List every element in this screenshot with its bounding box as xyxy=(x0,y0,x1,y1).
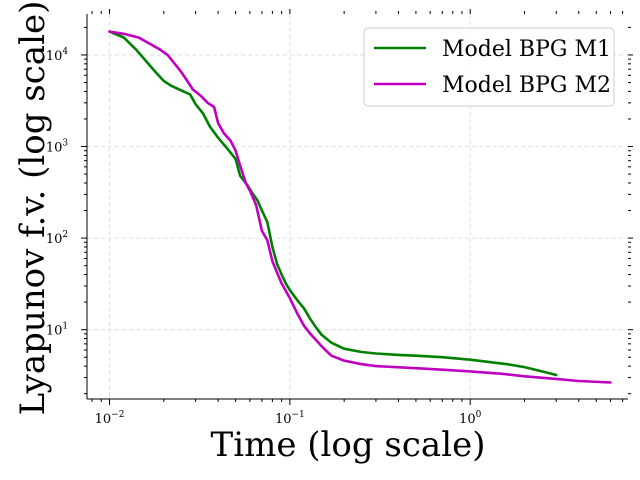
series-lines xyxy=(108,30,612,384)
y-axis-label: Lyapunov f.v. (log scale) xyxy=(13,1,53,416)
ticks: 10−2 10−1 100 101 102 103 104 xyxy=(46,9,633,427)
series-line-model-bpg-m1 xyxy=(108,30,558,377)
x-tick-label: 10−1 xyxy=(275,410,305,427)
legend-frame xyxy=(363,27,615,107)
x-tick-label: 10−2 xyxy=(95,410,125,427)
legend-label-model-bpg-m2: Model BPG M2 xyxy=(442,73,611,98)
series-line-model-bpg-m2 xyxy=(108,30,612,384)
y-tick-label: 102 xyxy=(46,230,68,247)
y-tick-label: 103 xyxy=(46,139,69,156)
axes xyxy=(86,14,628,400)
y-tick-label: 104 xyxy=(46,47,69,64)
x-tick-label: 100 xyxy=(459,410,482,427)
legend: Model BPG M1 Model BPG M2 xyxy=(363,27,615,107)
y-tick-label: 101 xyxy=(46,322,68,339)
x-axis-label: Time (log scale) xyxy=(211,425,486,465)
legend-label-model-bpg-m1: Model BPG M1 xyxy=(442,37,611,62)
